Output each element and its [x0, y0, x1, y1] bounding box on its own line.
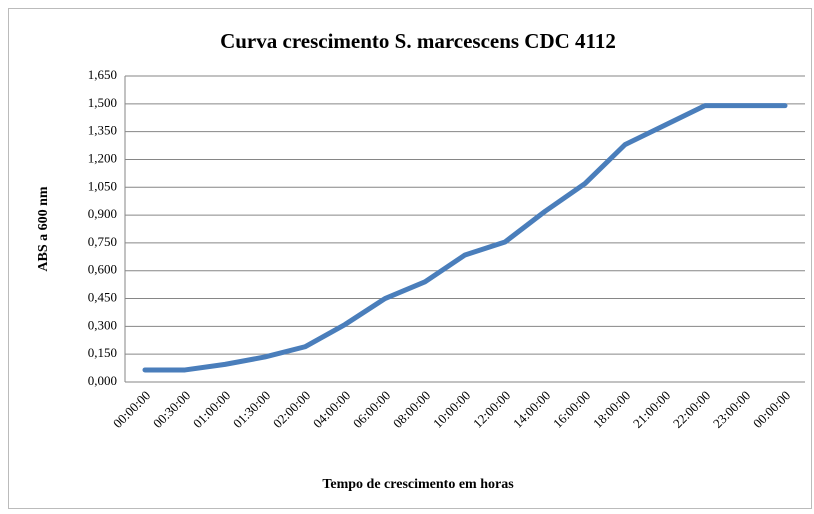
chart-title: Curva crescimento S. marcescens CDC 4112 — [220, 29, 616, 53]
y-axis-title: ABS a 600 nm — [36, 186, 51, 272]
y-tick-label: 0,150 — [88, 345, 117, 360]
x-axis-title: Tempo de crescimento em horas — [322, 477, 514, 492]
y-tick-label: 0,450 — [88, 290, 117, 305]
y-tick-label: 0,300 — [88, 317, 117, 332]
y-tick-label: 0,900 — [88, 206, 117, 221]
y-tick-label: 1,500 — [88, 95, 117, 110]
y-tick-label: 1,050 — [88, 178, 117, 193]
y-tick-label: 0,000 — [88, 373, 117, 388]
y-tick-label: 1,650 — [88, 67, 117, 82]
chart-border — [8, 8, 812, 509]
y-tick-label: 1,200 — [88, 150, 117, 165]
y-tick-label: 1,350 — [88, 123, 117, 138]
y-tick-label: 0,750 — [88, 234, 117, 249]
y-tick-label: 0,600 — [88, 262, 117, 277]
data-line — [142, 103, 788, 373]
